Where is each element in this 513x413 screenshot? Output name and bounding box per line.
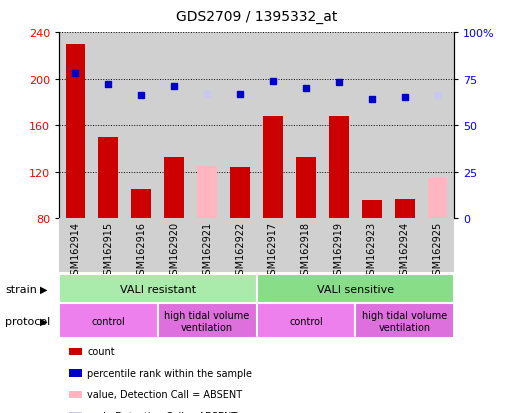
Text: GSM162919: GSM162919 [334, 221, 344, 280]
Bar [197, 166, 217, 219]
Bar [98, 138, 118, 219]
Text: count: count [87, 347, 115, 356]
Bar [164, 157, 184, 219]
Bar [59, 304, 158, 339]
Text: VALI sensitive: VALI sensitive [317, 284, 394, 294]
Bar [296, 157, 315, 219]
Bar [355, 219, 388, 273]
Bar [428, 178, 447, 219]
Bar [59, 219, 92, 273]
Bar [322, 219, 355, 273]
Text: GDS2709 / 1395332_at: GDS2709 / 1395332_at [176, 10, 337, 24]
Bar [158, 304, 256, 339]
Bar [191, 219, 224, 273]
Bar [256, 304, 355, 339]
Text: control: control [91, 316, 125, 326]
Text: GSM162925: GSM162925 [432, 221, 443, 281]
Text: value, Detection Call = ABSENT: value, Detection Call = ABSENT [87, 389, 242, 399]
Bar [59, 275, 256, 304]
Bar [125, 33, 157, 219]
Bar [394, 199, 415, 219]
Bar [322, 33, 355, 219]
Bar [329, 116, 349, 219]
Bar [388, 33, 421, 219]
Bar [66, 45, 85, 219]
Bar [92, 219, 125, 273]
Bar [125, 219, 158, 273]
Bar [388, 219, 421, 273]
Bar [421, 219, 454, 273]
Text: control: control [289, 316, 323, 326]
Bar [224, 219, 256, 273]
Text: GSM162918: GSM162918 [301, 221, 311, 280]
Text: GSM162915: GSM162915 [104, 221, 113, 280]
Text: rank, Detection Call = ABSENT: rank, Detection Call = ABSENT [87, 411, 238, 413]
Text: GSM162916: GSM162916 [136, 221, 146, 280]
Text: GSM162917: GSM162917 [268, 221, 278, 280]
Text: GSM162920: GSM162920 [169, 221, 179, 280]
Text: GSM162922: GSM162922 [235, 221, 245, 281]
Bar [157, 33, 191, 219]
Bar [131, 190, 151, 219]
Bar [355, 33, 388, 219]
Text: ▶: ▶ [40, 284, 47, 294]
Text: high tidal volume
ventilation: high tidal volume ventilation [165, 310, 250, 332]
Bar [289, 219, 322, 273]
Bar [263, 116, 283, 219]
Bar [362, 200, 382, 219]
Text: GSM162923: GSM162923 [367, 221, 377, 280]
Text: ▶: ▶ [40, 316, 47, 326]
Bar [224, 33, 256, 219]
Bar [256, 219, 289, 273]
Bar [59, 33, 92, 219]
Bar [289, 33, 322, 219]
Bar [421, 33, 454, 219]
Text: VALI resistant: VALI resistant [120, 284, 196, 294]
Text: GSM162914: GSM162914 [70, 221, 81, 280]
Text: strain: strain [5, 284, 37, 294]
Text: GSM162921: GSM162921 [202, 221, 212, 280]
Bar [158, 219, 191, 273]
Text: protocol: protocol [5, 316, 50, 326]
Bar [191, 33, 224, 219]
Bar [230, 168, 250, 219]
Bar [355, 304, 454, 339]
Text: GSM162924: GSM162924 [400, 221, 409, 280]
Text: high tidal volume
ventilation: high tidal volume ventilation [362, 310, 447, 332]
Bar [92, 33, 125, 219]
Bar [256, 33, 289, 219]
Bar [256, 275, 454, 304]
Text: percentile rank within the sample: percentile rank within the sample [87, 368, 252, 378]
